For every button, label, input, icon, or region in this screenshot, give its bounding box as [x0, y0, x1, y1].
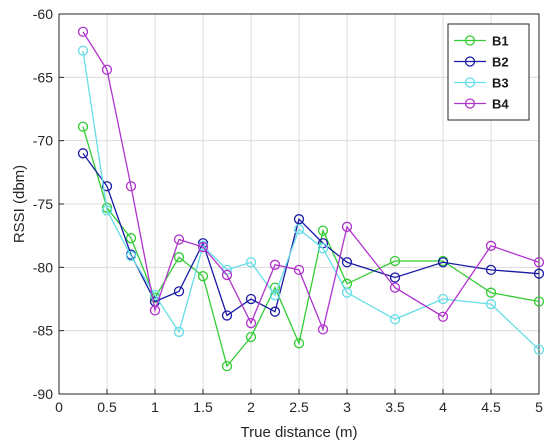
data-point [101, 181, 113, 192]
y-tick-label: -60 [33, 6, 53, 22]
data-point [341, 287, 353, 298]
series-group [77, 26, 545, 372]
data-point [77, 148, 89, 159]
series-b2 [77, 148, 545, 321]
data-point [173, 234, 185, 245]
x-tick-label: 5 [535, 399, 543, 415]
data-point [245, 317, 257, 329]
data-point [221, 269, 233, 281]
data-point [437, 257, 449, 268]
legend-label: B4 [492, 97, 509, 112]
x-tick-label: 0 [55, 399, 63, 415]
legend-label: B2 [492, 55, 509, 70]
legend-label: B1 [492, 34, 509, 49]
data-point [293, 338, 305, 349]
y-tick-label: -85 [33, 323, 53, 339]
series-line [82, 126, 540, 368]
data-point [437, 311, 449, 322]
y-tick-label: -70 [33, 133, 53, 149]
data-point [485, 264, 497, 276]
legend-label: B3 [492, 76, 509, 91]
x-tick-label: 4 [439, 399, 447, 415]
legend-item-b2: B2 [454, 55, 509, 70]
data-point [173, 252, 185, 263]
data-point [269, 290, 281, 301]
series-line [82, 31, 540, 332]
data-point [125, 233, 137, 244]
data-point [437, 293, 449, 305]
x-tick-label: 3.5 [385, 399, 405, 415]
data-point [149, 305, 161, 316]
legend-item-b1: B1 [454, 34, 509, 49]
axis-ticks: 0 0.5 1 1.5 2 2.5 3 3.5 4 4.5 5 -90 -85 -80 -75 -70 -65 -… [33, 6, 543, 415]
legend-item-b4: B4 [454, 97, 509, 112]
data-point [485, 240, 497, 251]
data-point [173, 326, 185, 338]
data-point [245, 257, 257, 268]
data-point [221, 360, 233, 372]
y-tick-label: -75 [33, 196, 53, 212]
y-tick-label: -80 [33, 259, 53, 275]
y-axis-label: RSSI (dbm) [11, 165, 28, 243]
x-tick-label: 0.5 [97, 399, 117, 415]
data-point [269, 259, 281, 270]
data-point [77, 26, 89, 37]
y-tick-label: -90 [33, 386, 53, 402]
series-b4 [77, 26, 545, 335]
data-point [317, 225, 329, 236]
legend-swatch-marker [464, 98, 476, 109]
legend-swatch-marker [464, 56, 476, 67]
x-tick-label: 1.5 [193, 399, 213, 415]
data-point [245, 331, 257, 343]
data-point [533, 344, 545, 355]
data-point [389, 282, 401, 293]
legend-item-b3: B3 [454, 76, 509, 91]
x-tick-label: 2.5 [289, 399, 309, 415]
data-point [101, 205, 113, 216]
data-point [245, 293, 257, 305]
data-point [485, 287, 497, 298]
series-b1 [77, 121, 545, 372]
data-point [293, 214, 305, 225]
legend: B1 B2 B3 B4 [447, 23, 530, 121]
x-tick-label: 3 [343, 399, 351, 415]
data-point [533, 257, 545, 268]
data-point [125, 250, 137, 262]
x-axis-label: True distance (m) [241, 424, 358, 441]
legend-box [447, 23, 530, 121]
data-point [293, 224, 305, 235]
data-point [77, 121, 89, 132]
data-point [197, 241, 209, 253]
data-point [317, 324, 329, 335]
data-point [269, 282, 281, 293]
data-point [485, 298, 497, 310]
data-point [125, 181, 137, 192]
data-point [341, 257, 353, 268]
data-point [389, 314, 401, 325]
data-point [533, 268, 545, 279]
series-line [82, 50, 540, 351]
data-point [317, 243, 329, 254]
data-point [101, 64, 113, 75]
data-point [101, 202, 113, 213]
data-point [197, 271, 209, 282]
x-tick-label: 1 [151, 399, 159, 415]
data-point [221, 310, 233, 321]
data-point [533, 296, 545, 307]
series-line [82, 152, 540, 317]
data-point [389, 272, 401, 283]
data-point [269, 306, 281, 317]
data-point [77, 45, 89, 56]
y-tick-label: -65 [33, 69, 53, 85]
x-tick-label: 2 [247, 399, 255, 415]
legend-swatch-marker [464, 77, 476, 88]
data-point [173, 286, 185, 297]
x-tick-label: 4.5 [481, 399, 501, 415]
data-point [293, 264, 305, 276]
legend-swatch-marker [464, 35, 476, 46]
data-point [389, 255, 401, 267]
data-point [341, 221, 353, 232]
